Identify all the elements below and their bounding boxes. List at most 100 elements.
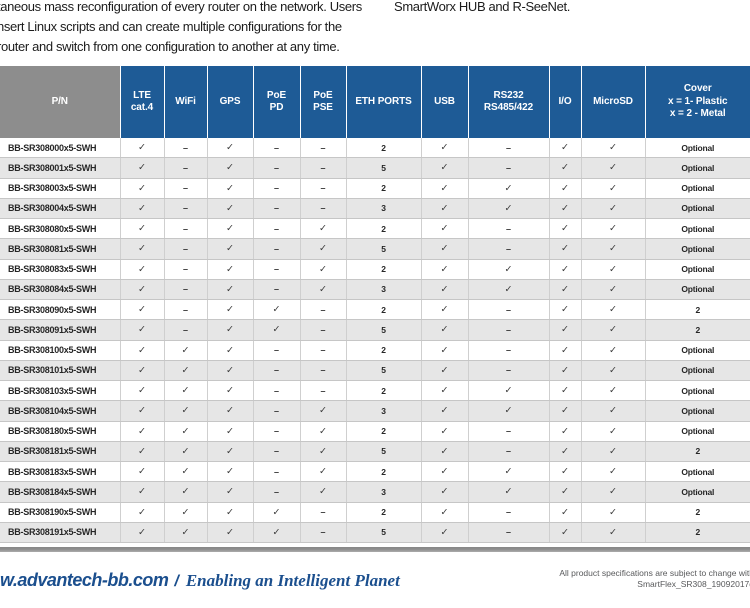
check-icon: ✓ — [164, 461, 208, 483]
column-header-poe-pse: PoE PSE — [300, 66, 347, 138]
dash-mark: – — [468, 360, 550, 382]
dash-mark: – — [253, 218, 301, 240]
dash-mark: – — [300, 198, 347, 220]
check-icon: ✓ — [468, 178, 550, 199]
part-number: BB-SR308103x5-SWH — [0, 380, 121, 402]
dash-mark: – — [164, 178, 208, 199]
check-icon: ✓ — [581, 198, 646, 220]
check-icon: ✓ — [421, 198, 469, 220]
product-spec-table: P/N LTE cat.4 WiFi GPS PoE PD PoE PSE ETH PORT… — [0, 66, 750, 544]
spec-value: 2 — [346, 138, 422, 159]
check-icon: ✓ — [549, 319, 582, 341]
check-icon: ✓ — [421, 340, 469, 361]
check-icon: ✓ — [549, 522, 582, 544]
check-icon: ✓ — [120, 421, 165, 442]
check-icon: ✓ — [421, 157, 469, 179]
check-icon: ✓ — [549, 259, 582, 280]
check-icon: ✓ — [421, 259, 469, 280]
check-icon: ✓ — [549, 138, 582, 159]
spec-value: Optional — [645, 218, 750, 240]
check-icon: ✓ — [421, 461, 469, 483]
check-icon: ✓ — [300, 441, 347, 463]
spec-value: 2 — [346, 178, 422, 199]
table-row: BB-SR308090x5-SWH ✓ – ✓ ✓ –2 ✓ – ✓ ✓ 2 — [0, 299, 750, 321]
check-icon: ✓ — [120, 319, 165, 341]
check-icon: ✓ — [421, 502, 469, 523]
check-icon: ✓ — [468, 400, 550, 422]
check-icon: ✓ — [300, 421, 347, 442]
check-icon: ✓ — [549, 400, 582, 422]
table-row: BB-SR308004x5-SWH ✓ – ✓ – –3 ✓ ✓ ✓ ✓ Optional — [0, 198, 750, 220]
check-icon: ✓ — [581, 360, 646, 382]
spec-value: 5 — [346, 441, 422, 463]
part-number: BB-SR308191x5-SWH — [0, 522, 121, 544]
part-number: BB-SR308081x5-SWH — [0, 238, 121, 260]
part-number: BB-SR308084x5-SWH — [0, 279, 121, 301]
check-icon: ✓ — [468, 481, 550, 503]
table-row: BB-SR308183x5-SWH ✓ ✓ ✓ – ✓ 2 ✓ ✓ ✓ ✓ Optional — [0, 461, 750, 483]
check-icon: ✓ — [207, 380, 254, 402]
dash-mark: – — [253, 421, 301, 442]
check-icon: ✓ — [120, 522, 165, 544]
check-icon: ✓ — [120, 279, 165, 301]
column-header-wifi: WiFi — [164, 66, 208, 138]
spec-value: Optional — [645, 400, 750, 422]
part-number: BB-SR308181x5-SWH — [0, 441, 121, 463]
check-icon: ✓ — [120, 502, 165, 523]
dash-mark: – — [253, 380, 301, 402]
dash-mark: – — [164, 198, 208, 220]
check-icon: ✓ — [421, 138, 469, 159]
dash-mark: – — [253, 259, 301, 280]
spec-value: 2 — [645, 299, 750, 321]
check-icon: ✓ — [421, 522, 469, 544]
column-header-microsd: MicroSD — [581, 66, 646, 138]
check-icon: ✓ — [120, 178, 165, 199]
check-icon: ✓ — [549, 279, 582, 301]
check-icon: ✓ — [164, 340, 208, 361]
intro-text-line: nsert Linux scripts and can create multi… — [0, 19, 342, 34]
part-number: BB-SR308183x5-SWH — [0, 461, 121, 483]
check-icon: ✓ — [164, 441, 208, 463]
part-number: BB-SR308091x5-SWH — [0, 319, 121, 341]
column-header-eth-ports: ETH PORTS — [346, 66, 422, 138]
part-number: BB-SR308101x5-SWH — [0, 360, 121, 382]
check-icon: ✓ — [549, 461, 582, 483]
check-icon: ✓ — [207, 502, 254, 523]
dash-mark: – — [300, 178, 347, 199]
check-icon: ✓ — [253, 319, 301, 341]
part-number: BB-SR308090x5-SWH — [0, 299, 121, 321]
dash-mark: – — [253, 178, 301, 199]
check-icon: ✓ — [421, 299, 469, 321]
check-icon: ✓ — [120, 138, 165, 159]
check-icon: ✓ — [207, 157, 254, 179]
check-icon: ✓ — [549, 157, 582, 179]
check-icon: ✓ — [581, 421, 646, 442]
part-number: BB-SR308100x5-SWH — [0, 340, 121, 361]
intro-left-column: taneous mass reconfiguration of every ro… — [0, 0, 362, 57]
check-icon: ✓ — [300, 461, 347, 483]
check-icon: ✓ — [164, 380, 208, 402]
check-icon: ✓ — [549, 218, 582, 240]
footer-note-line: SmartFlex_SR308_19092017d — [637, 578, 750, 589]
column-header-pn: P/N — [0, 66, 121, 138]
check-icon: ✓ — [581, 481, 646, 503]
check-icon: ✓ — [549, 380, 582, 402]
check-icon: ✓ — [549, 441, 582, 463]
check-icon: ✓ — [207, 421, 254, 442]
check-icon: ✓ — [300, 218, 347, 240]
check-icon: ✓ — [207, 279, 254, 301]
check-icon: ✓ — [549, 502, 582, 523]
check-icon: ✓ — [207, 400, 254, 422]
part-number: BB-SR308083x5-SWH — [0, 259, 121, 280]
dash-mark: – — [468, 340, 550, 361]
dash-mark: – — [468, 421, 550, 442]
check-icon: ✓ — [549, 238, 582, 260]
dash-mark: – — [253, 340, 301, 361]
check-icon: ✓ — [120, 218, 165, 240]
check-icon: ✓ — [164, 421, 208, 442]
check-icon: ✓ — [549, 198, 582, 220]
check-icon: ✓ — [581, 400, 646, 422]
check-icon: ✓ — [549, 360, 582, 382]
spec-value: Optional — [645, 238, 750, 260]
table-row: BB-SR308100x5-SWH ✓ ✓ ✓ – –2 ✓ – ✓ ✓ Optional — [0, 340, 750, 361]
